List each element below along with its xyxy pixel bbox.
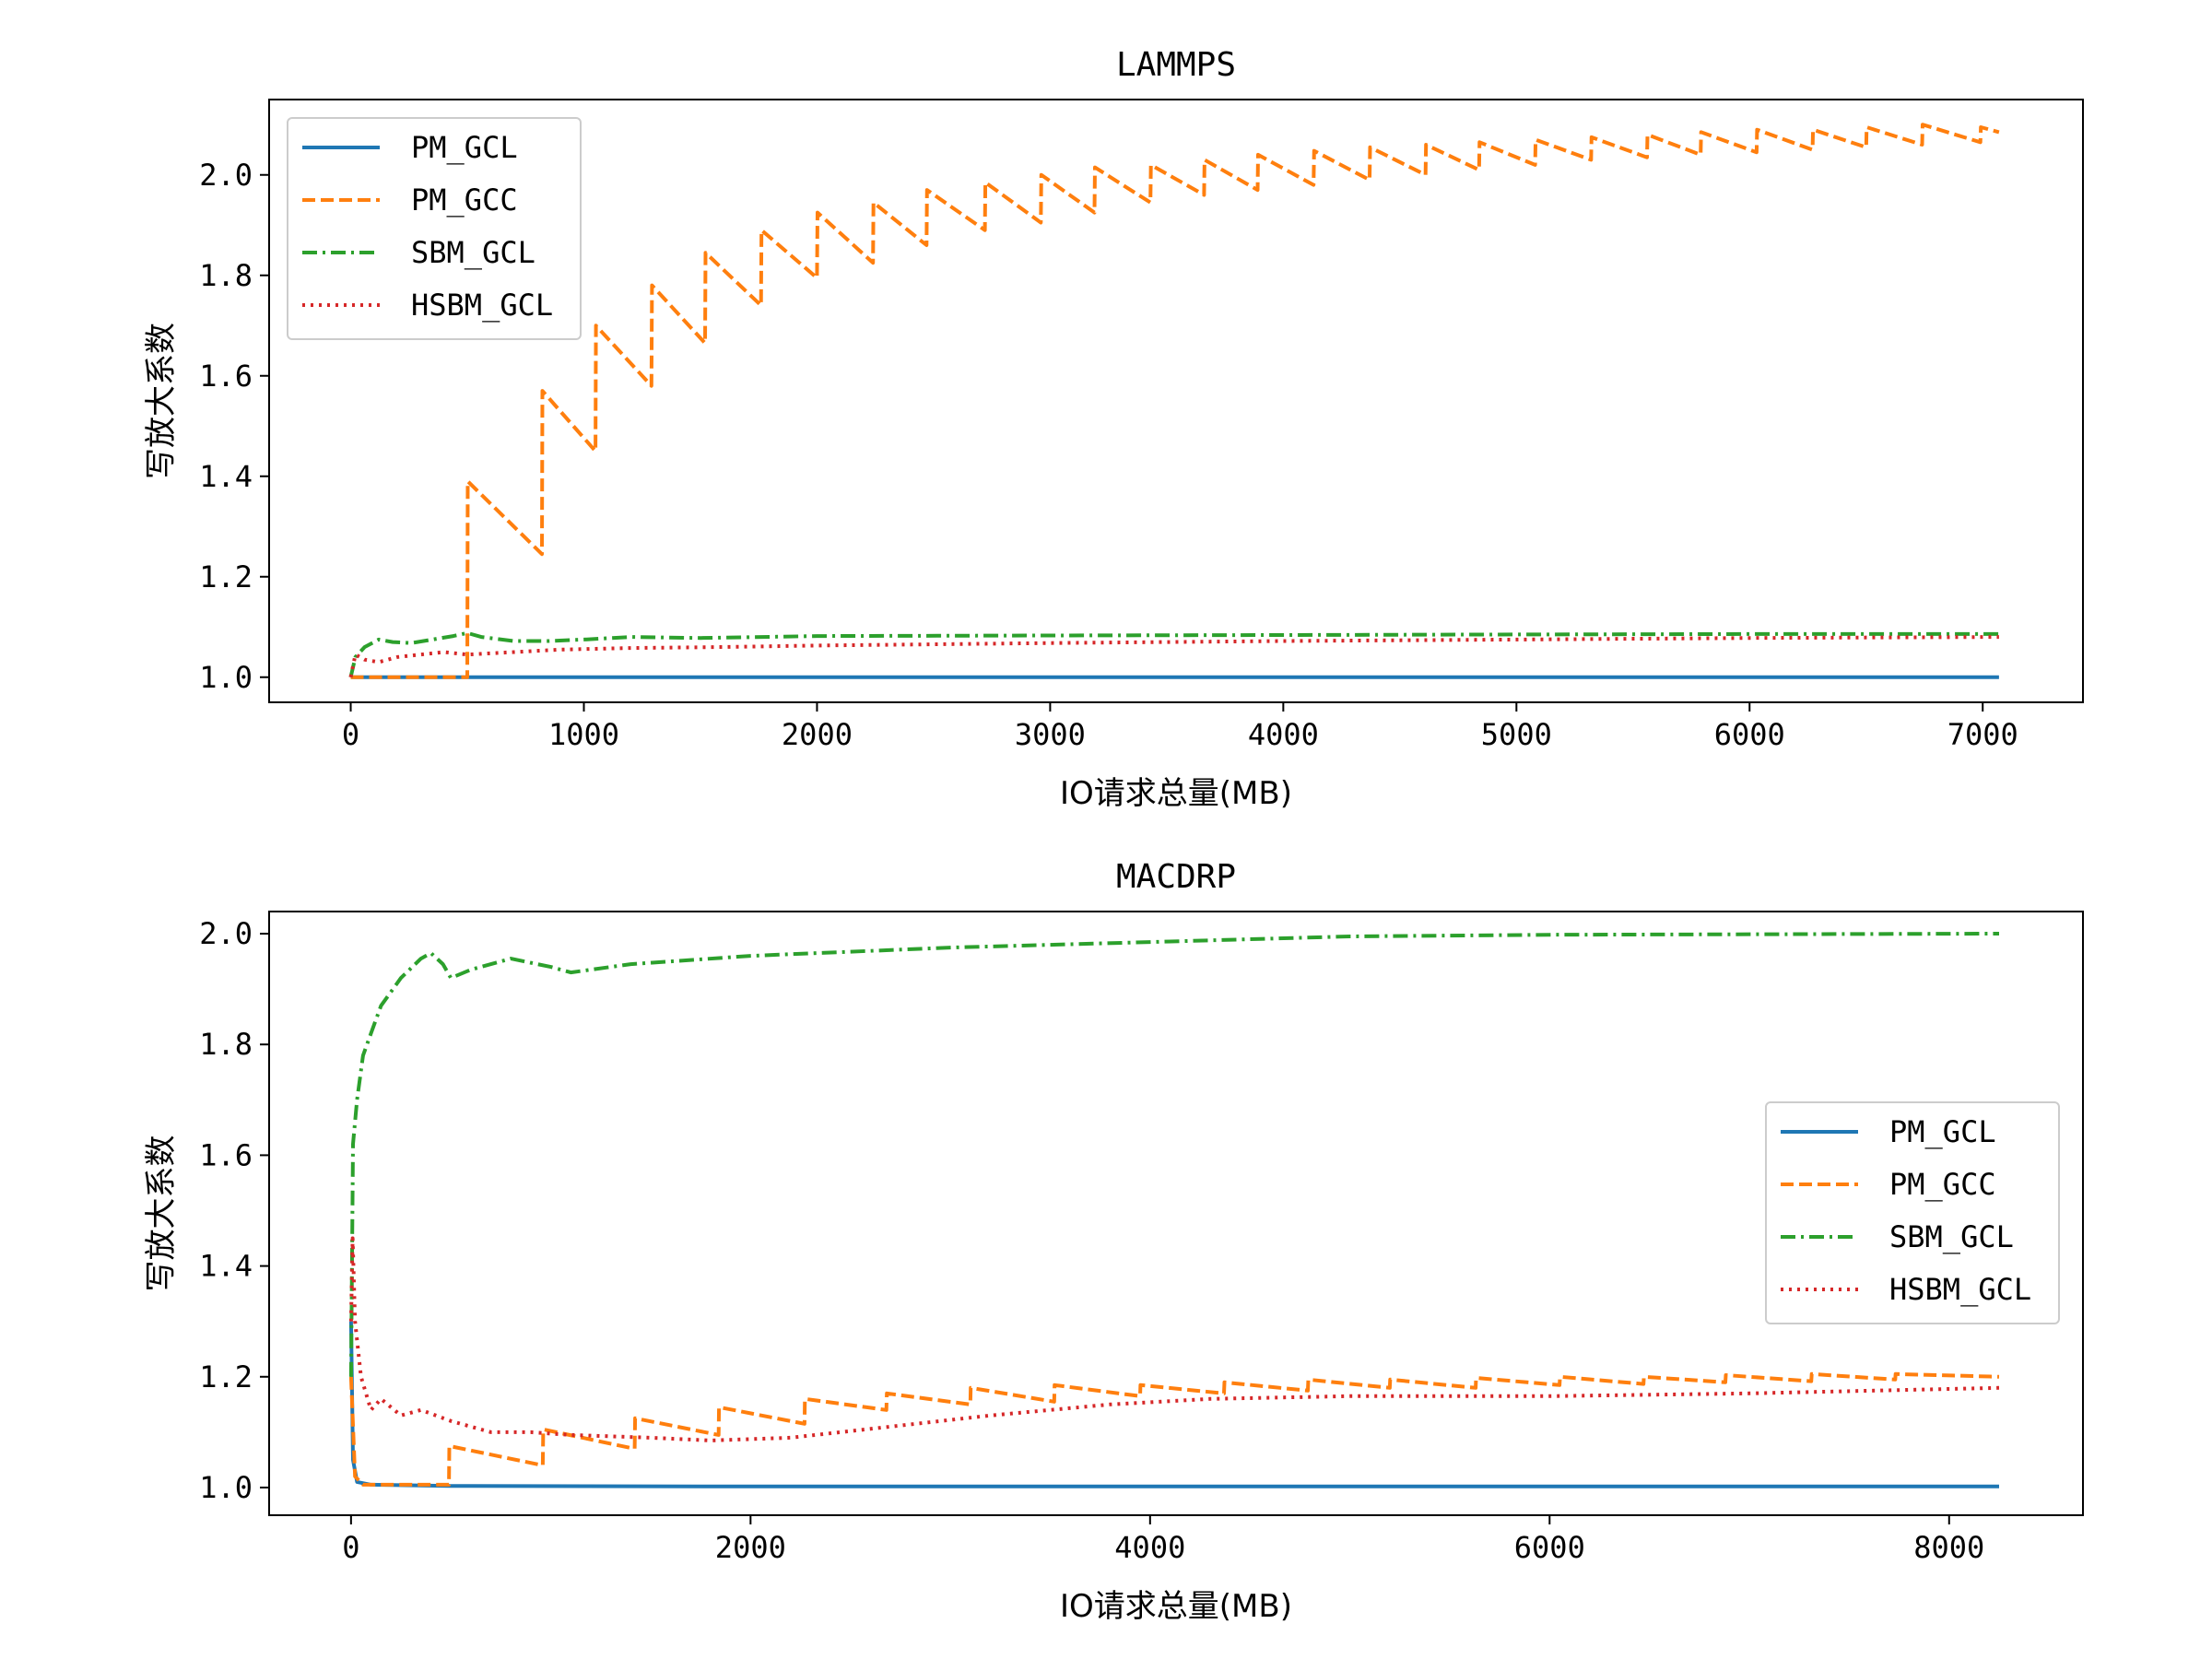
y-tick-label: 1.4 xyxy=(199,459,253,494)
x-tick-label: 6000 xyxy=(1514,1530,1585,1565)
x-tick-label: 0 xyxy=(342,717,359,752)
legend-label: SBM_GCL xyxy=(1889,1219,2014,1254)
chart-title: MACDRP xyxy=(1116,858,1236,896)
legend-label: PM_GCC xyxy=(1889,1167,1996,1202)
x-tick-label: 1000 xyxy=(548,717,619,752)
x-tick-label: 0 xyxy=(342,1530,359,1565)
x-tick-label: 2000 xyxy=(782,717,853,752)
x-tick-label: 3000 xyxy=(1015,717,1086,752)
x-tick-label: 5000 xyxy=(1481,717,1552,752)
legend-box xyxy=(287,117,582,340)
legend-label: SBM_GCL xyxy=(411,235,535,270)
chart-lammps: 0 1000 2000 3000 4000 5000 6000 7000 1.0 1.2 1.4 1.… xyxy=(143,46,2084,812)
x-tick-label: 6000 xyxy=(1714,717,1785,752)
y-tick-label: 1.8 xyxy=(199,1027,253,1062)
y-tick-label: 2.0 xyxy=(199,916,253,951)
y-tick-label: 1.0 xyxy=(199,660,253,695)
x-tick-label: 4000 xyxy=(1114,1530,1185,1565)
x-axis-label: IO请求总量(MB) xyxy=(1060,775,1292,812)
y-tick-label: 1.0 xyxy=(199,1470,253,1505)
x-tick-label: 8000 xyxy=(1913,1530,1984,1565)
y-tick-label: 1.8 xyxy=(199,258,253,293)
series-line-pm-gcc xyxy=(348,1371,2000,1487)
y-tick-label: 1.2 xyxy=(199,1359,253,1394)
series-line-hsbm-gcl xyxy=(348,1236,2000,1442)
series-line-pm-gcl xyxy=(348,1321,1999,1488)
chart-title: LAMMPS xyxy=(1116,46,1236,84)
legend: PM_GCL PM_GCC SBM_GCL HSBM_GCL xyxy=(1765,1101,2060,1324)
x-tick-label: 7000 xyxy=(1947,717,2018,752)
y-tick-label: 1.6 xyxy=(199,1137,253,1172)
y-tick-label: 2.0 xyxy=(199,158,253,193)
y-tick-label: 1.2 xyxy=(199,559,253,594)
y-axis-label: 写放大系数 xyxy=(143,323,180,479)
x-tick-label: 2000 xyxy=(715,1530,786,1565)
legend-box xyxy=(1765,1101,2060,1324)
series-line-pm-gcc xyxy=(350,123,2000,679)
y-tick-label: 1.6 xyxy=(199,359,253,394)
x-tick-label: 4000 xyxy=(1248,717,1319,752)
legend-label: PM_GCL xyxy=(411,130,518,165)
legend-label: PM_GCL xyxy=(1889,1114,1996,1149)
legend-label: HSBM_GCL xyxy=(411,288,553,323)
chart-macdrp: 0 2000 4000 6000 8000 1.0 1.2 1.4 1.6 1.8 2.0 MACDR… xyxy=(143,858,2084,1625)
y-tick-label: 1.4 xyxy=(199,1249,253,1284)
plot-frame xyxy=(268,911,2084,1516)
legend: PM_GCL PM_GCC SBM_GCL HSBM_GCL xyxy=(287,117,582,340)
series-line-sbm-gcl xyxy=(348,630,1999,678)
series-line-hsbm-gcl xyxy=(348,635,1999,678)
y-axis-label: 写放大系数 xyxy=(143,1135,180,1292)
legend-label: PM_GCC xyxy=(411,182,518,218)
legend-label: HSBM_GCL xyxy=(1889,1272,2031,1307)
series-line-sbm-gcl xyxy=(348,932,2000,1377)
plot-frame xyxy=(268,99,2084,703)
x-axis-label: IO请求总量(MB) xyxy=(1060,1588,1292,1625)
